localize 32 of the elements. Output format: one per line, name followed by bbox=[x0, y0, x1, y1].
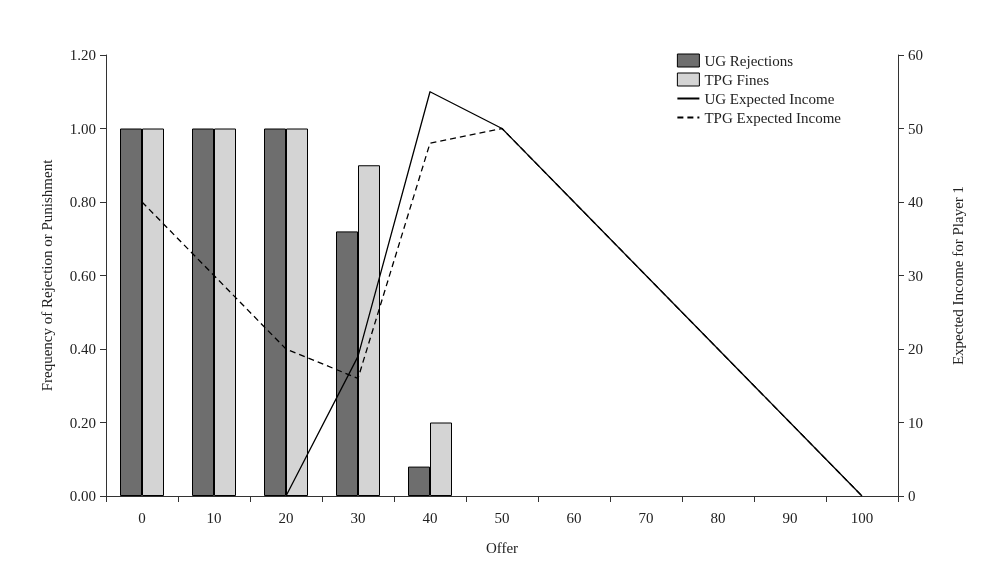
x-tick-label: 20 bbox=[278, 509, 294, 526]
y2-tick-label: 30 bbox=[908, 267, 923, 284]
y-axis-title: Frequency of Rejection or Punishment bbox=[38, 158, 55, 392]
x-tick-label: 60 bbox=[566, 509, 582, 526]
y2-axis-title: Expected Income for Player 1 bbox=[949, 185, 966, 366]
x-tick-label: 0 bbox=[138, 509, 146, 526]
y2-tick-label: 60 bbox=[908, 47, 923, 63]
y2-tick-label: 40 bbox=[908, 194, 923, 210]
x-tick-label: 80 bbox=[710, 509, 726, 526]
y-tick-label: 0.00 bbox=[69, 488, 96, 504]
legend-label: TPG Expected Income bbox=[704, 109, 842, 126]
x-axis-title: Offer bbox=[485, 539, 519, 556]
y-tick-label: 0.60 bbox=[69, 267, 96, 284]
y-tick-label: 0.80 bbox=[69, 194, 96, 210]
x-tick-label: 30 bbox=[350, 509, 366, 526]
y2-tick-label: 0 bbox=[908, 488, 916, 504]
y2-tick-label: 20 bbox=[908, 341, 923, 357]
x-tick-label: 90 bbox=[782, 509, 798, 526]
y-tick-label: 0.20 bbox=[69, 414, 96, 431]
x-tick-label: 40 bbox=[422, 509, 438, 526]
y2-tick-label: 50 bbox=[908, 120, 923, 137]
legend-label: UG Expected Income bbox=[704, 90, 835, 107]
x-tick-label: 100 bbox=[850, 509, 874, 526]
x-tick-label: 10 bbox=[206, 509, 222, 526]
legend-label: UG Rejections bbox=[704, 52, 794, 69]
y2-tick-label: 10 bbox=[908, 414, 923, 431]
y-tick-label: 0.40 bbox=[69, 341, 96, 357]
x-tick-label: 70 bbox=[638, 509, 654, 526]
y-tick-label: 1.00 bbox=[69, 120, 96, 137]
legend-label: TPG Fines bbox=[704, 71, 770, 88]
y-tick-label: 1.20 bbox=[69, 47, 96, 63]
x-tick-label: 50 bbox=[494, 509, 510, 526]
